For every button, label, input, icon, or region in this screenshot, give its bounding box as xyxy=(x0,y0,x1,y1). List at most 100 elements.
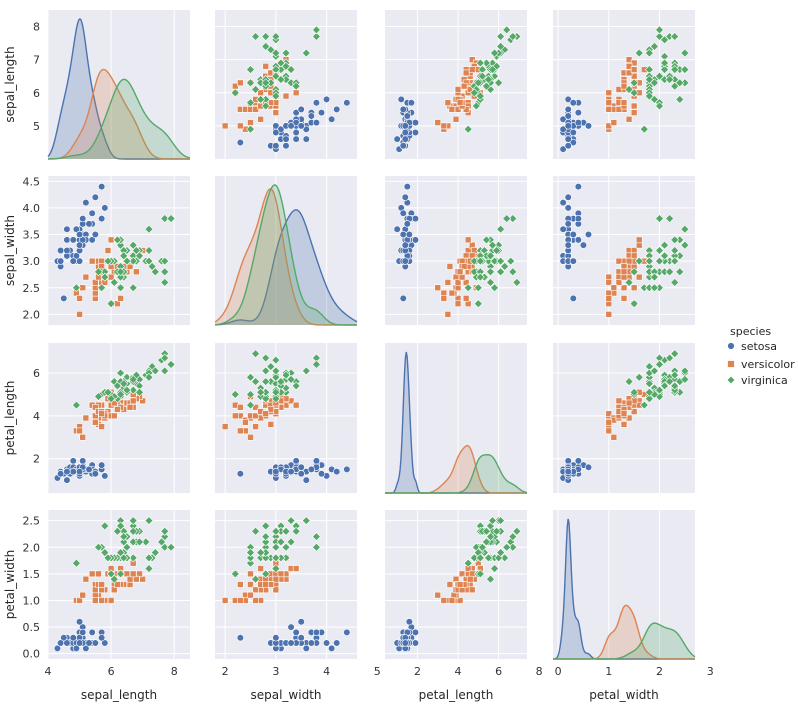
point-virginica xyxy=(112,526,122,536)
point-setosa xyxy=(98,183,106,191)
point-versicolor xyxy=(610,119,618,126)
point-setosa xyxy=(399,105,407,113)
point-versicolor xyxy=(107,597,115,604)
point-virginica xyxy=(116,569,126,579)
point-virginica xyxy=(312,532,321,542)
point-virginica xyxy=(680,375,690,384)
point-virginica xyxy=(251,574,260,584)
point-virginica xyxy=(271,32,281,41)
panel-background xyxy=(385,343,527,493)
point-virginica xyxy=(144,553,154,563)
point-virginica xyxy=(482,81,491,91)
point-virginica xyxy=(116,548,126,557)
point-virginica xyxy=(144,256,154,266)
point-versicolor xyxy=(98,597,105,604)
point-setosa xyxy=(302,476,310,484)
point-virginica xyxy=(246,558,255,568)
point-setosa xyxy=(322,95,331,103)
x-axis-label-sepal_length: sepal_length xyxy=(81,688,157,702)
point-virginica xyxy=(246,65,255,75)
point-setosa xyxy=(333,105,341,113)
point-setosa xyxy=(322,639,331,647)
point-setosa xyxy=(401,135,409,143)
point-virginica xyxy=(639,400,649,410)
y-tick-label-sepal_width: 4.5 xyxy=(23,175,41,188)
point-setosa xyxy=(343,99,351,107)
point-virginica xyxy=(160,214,170,223)
point-virginica xyxy=(644,256,654,266)
point-virginica xyxy=(680,224,690,234)
point-setosa xyxy=(403,220,411,228)
point-virginica xyxy=(150,548,160,557)
point-versicolor xyxy=(117,295,124,302)
point-virginica xyxy=(490,564,499,573)
point-virginica xyxy=(486,251,495,261)
point-virginica xyxy=(256,94,266,104)
point-virginica xyxy=(490,48,499,58)
point-virginica xyxy=(665,214,675,223)
point-setosa xyxy=(85,639,93,647)
point-setosa xyxy=(287,639,295,647)
point-setosa xyxy=(292,128,300,137)
point-virginica xyxy=(473,299,483,309)
x-tick-label-petal_width: 0 xyxy=(555,665,562,678)
point-setosa xyxy=(287,467,295,476)
point-virginica xyxy=(103,256,113,266)
point-virginica xyxy=(488,65,497,75)
point-virginica xyxy=(160,526,170,536)
point-virginica xyxy=(492,526,501,536)
point-virginica xyxy=(488,516,497,526)
point-versicolor xyxy=(620,421,628,428)
point-setosa xyxy=(564,122,572,130)
point-virginica xyxy=(261,537,271,547)
point-setosa xyxy=(559,199,567,207)
x-tick-label-petal_width: 2 xyxy=(656,665,663,678)
point-virginica xyxy=(660,381,669,391)
point-virginica xyxy=(670,81,680,91)
point-setosa xyxy=(411,118,420,127)
point-virginica xyxy=(477,71,487,81)
point-virginica xyxy=(670,235,680,245)
point-virginica xyxy=(128,256,138,266)
point-setosa xyxy=(559,145,567,153)
point-virginica xyxy=(281,370,291,380)
point-versicolor xyxy=(460,82,468,90)
point-virginica xyxy=(665,267,675,277)
point-virginica xyxy=(496,516,506,526)
point-versicolor xyxy=(247,433,254,441)
point-setosa xyxy=(60,634,68,642)
point-virginica xyxy=(655,25,664,35)
point-virginica xyxy=(261,532,271,542)
point-versicolor xyxy=(262,410,270,418)
point-virginica xyxy=(116,272,126,282)
point-virginica xyxy=(463,558,473,568)
point-virginica xyxy=(116,283,126,293)
point-virginica xyxy=(116,368,126,378)
point-versicolor xyxy=(82,273,90,281)
point-virginica xyxy=(122,385,132,395)
x-axis-label-petal_length: petal_length xyxy=(419,688,494,702)
point-versicolor xyxy=(110,412,118,420)
point-virginica xyxy=(147,262,157,271)
point-versicolor xyxy=(237,427,244,435)
point-setosa xyxy=(317,470,326,478)
y-tick-label-petal_width: 2.0 xyxy=(23,541,41,554)
point-virginica xyxy=(103,553,113,563)
point-setosa xyxy=(287,122,295,130)
point-virginica xyxy=(482,58,491,68)
point-setosa xyxy=(333,467,341,476)
point-versicolor xyxy=(252,106,259,113)
point-versicolor xyxy=(625,115,633,123)
point-virginica xyxy=(492,246,501,255)
point-virginica xyxy=(492,61,501,71)
point-setosa xyxy=(69,257,77,265)
point-virginica xyxy=(508,532,518,542)
point-versicolor xyxy=(133,268,140,276)
point-virginica xyxy=(135,537,144,547)
point-virginica xyxy=(122,256,132,266)
point-setosa xyxy=(405,618,413,626)
x-tick-label-sepal_width: 5 xyxy=(374,665,381,678)
point-virginica xyxy=(655,71,664,81)
point-versicolor xyxy=(620,99,628,107)
point-virginica xyxy=(100,272,110,282)
